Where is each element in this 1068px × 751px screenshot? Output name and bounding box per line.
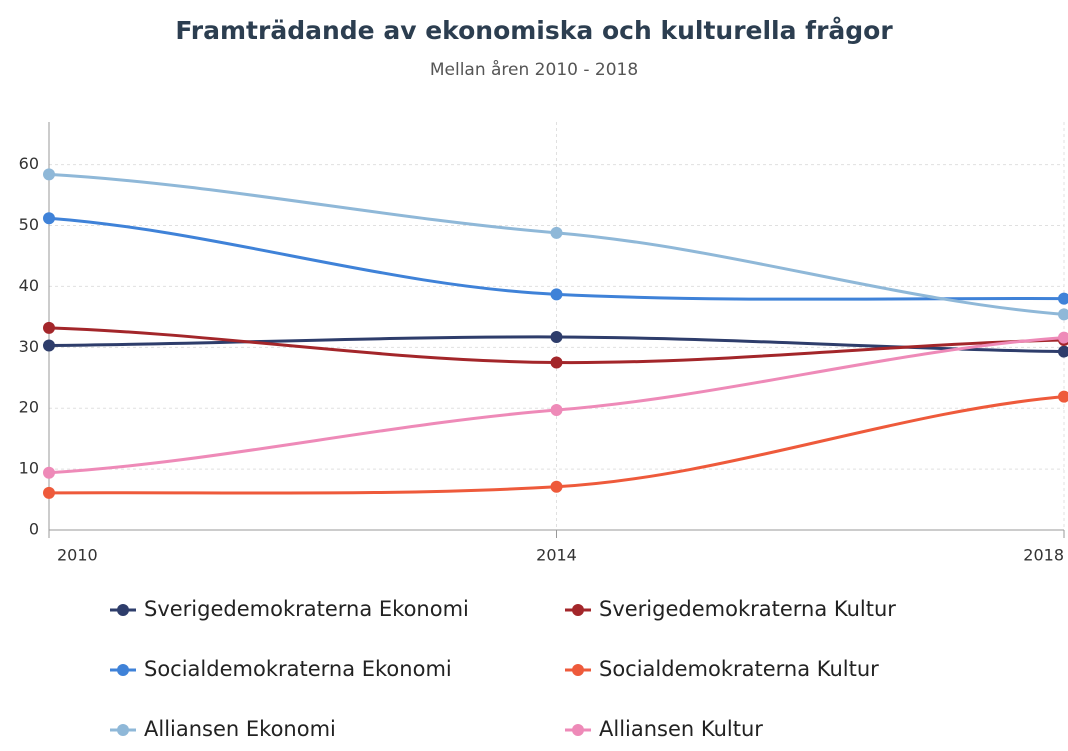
chart-subtitle: Mellan åren 2010 - 2018 [430,59,638,80]
legend-marker [117,604,129,616]
x-tick-label: 2010 [57,546,98,565]
data-point [1058,308,1068,321]
legend-marker [117,724,129,736]
legend-label: Sverigedemokraterna Ekonomi [144,597,469,621]
legend-marker [117,664,129,676]
legend-label: Alliansen Kultur [599,717,763,741]
data-point [1058,292,1068,305]
y-tick-label: 20 [19,398,39,417]
data-point [43,466,55,479]
legend-label: Socialdemokraterna Ekonomi [144,657,452,681]
data-point [550,226,563,239]
data-point [550,288,563,301]
data-point [43,339,55,352]
y-tick-label: 60 [19,154,39,173]
y-tick-label: 10 [19,459,39,478]
data-point [1058,345,1068,358]
x-tick-label: 2018 [1023,546,1064,565]
data-point [1058,331,1068,344]
y-tick-label: 50 [19,215,39,234]
y-tick-label: 40 [19,276,39,295]
legend-marker [572,664,584,676]
data-point [43,486,55,499]
y-tick-label: 0 [29,520,39,539]
data-point [550,404,563,417]
data-point [550,330,563,343]
legend-label: Sverigedemokraterna Kultur [599,597,896,621]
legend-marker [572,724,584,736]
x-tick-label: 2014 [536,546,577,565]
data-point [550,356,563,369]
data-point [550,480,563,493]
y-tick-label: 30 [19,337,39,356]
chart-title: Framträdande av ekonomiska och kulturell… [175,16,893,45]
data-point [43,321,55,334]
data-point [43,212,55,225]
legend-label: Alliansen Ekonomi [144,717,336,741]
legend-marker [572,604,584,616]
data-point [1058,390,1068,403]
data-point [43,168,55,181]
legend-label: Socialdemokraterna Kultur [599,657,879,681]
